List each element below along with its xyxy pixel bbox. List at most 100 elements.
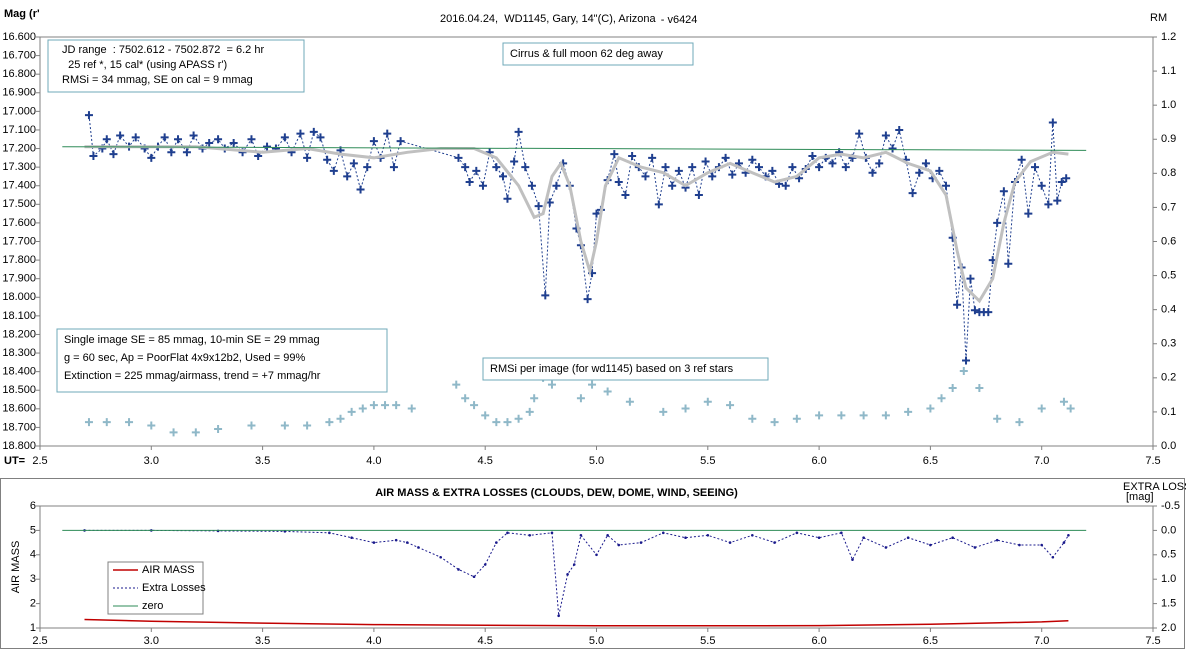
data-point xyxy=(405,541,409,544)
data-point xyxy=(214,424,223,433)
data-point xyxy=(439,555,442,559)
y-tick-label: 16.700 xyxy=(2,49,36,61)
x-tick-label: 7.0 xyxy=(1034,635,1049,647)
annotation: JD range : 7502.612 - 7502.872 = 6.2 hr xyxy=(62,44,264,56)
data-point xyxy=(247,421,256,430)
data-point xyxy=(1031,163,1040,172)
data-point xyxy=(514,127,523,136)
y2-tick-label: 0.3 xyxy=(1161,338,1176,350)
data-point xyxy=(962,356,971,365)
data-point xyxy=(336,414,345,423)
data-point xyxy=(621,191,630,200)
y2-tick-label: 0.5 xyxy=(1161,549,1176,561)
data-point xyxy=(102,135,111,144)
data-point xyxy=(688,163,697,172)
data-point xyxy=(701,157,710,166)
data-point xyxy=(768,166,777,175)
data-point xyxy=(280,133,289,142)
data-point xyxy=(881,131,890,140)
data-point xyxy=(966,274,975,283)
data-point xyxy=(358,404,367,413)
data-point xyxy=(328,531,331,535)
data-point xyxy=(603,387,612,396)
x-tick-label: 3.5 xyxy=(255,635,270,647)
y-axis-label: AIR MASS xyxy=(10,541,22,594)
data-point xyxy=(721,153,730,162)
annotation-box xyxy=(482,357,769,381)
data-point xyxy=(417,546,420,549)
y-tick-label: 3 xyxy=(30,573,36,585)
x-tick-label: 4.0 xyxy=(366,455,381,467)
x-tick-label: 6.0 xyxy=(811,635,826,647)
y2-axis-label: EXTRA LOSSES xyxy=(1123,481,1186,493)
y2-tick-label: 0.7 xyxy=(1161,201,1176,213)
data-point xyxy=(828,159,837,168)
data-point xyxy=(659,407,668,416)
y-tick-label: 18.200 xyxy=(2,328,36,340)
y2-tick-label: 1.1 xyxy=(1161,65,1176,77)
data-point xyxy=(862,536,865,540)
annotation: Cirrus & full moon 62 deg away xyxy=(510,48,663,60)
y-tick-label: 4 xyxy=(30,549,36,561)
data-point xyxy=(506,531,509,535)
data-point xyxy=(884,546,888,549)
data-point xyxy=(492,418,501,427)
data-point xyxy=(606,533,609,537)
data-point xyxy=(579,533,583,537)
data-point xyxy=(381,401,390,410)
x-tick-label: 7.5 xyxy=(1145,635,1160,647)
data-point xyxy=(323,155,332,164)
y-tick-label: 18.500 xyxy=(2,384,36,396)
data-point xyxy=(167,148,176,157)
data-point xyxy=(1044,200,1053,209)
data-point xyxy=(102,418,111,427)
annotation: Single image SE = 85 mmag, 10-min SE = 2… xyxy=(64,334,320,346)
data-point xyxy=(929,543,932,547)
y2-tick-label: 0.1 xyxy=(1161,406,1176,418)
data-point xyxy=(452,380,461,389)
data-point xyxy=(369,137,378,146)
y-tick-label: 17.100 xyxy=(2,124,36,136)
y-tick-label: 5 xyxy=(30,524,36,536)
data-point xyxy=(527,181,536,190)
data-point xyxy=(614,178,623,187)
data-point xyxy=(525,407,534,416)
annotation: RMSi per image (for wd1145) based on 3 r… xyxy=(490,363,734,375)
data-point xyxy=(1066,404,1075,413)
x-tick-label: 2.5 xyxy=(32,455,47,467)
data-point xyxy=(970,306,979,315)
annotation: Extinction = 225 mmag/airmass, trend = +… xyxy=(64,370,321,382)
y-tick-label: 6 xyxy=(30,500,36,512)
data-point xyxy=(661,163,670,172)
x-tick-label: 4.5 xyxy=(478,455,493,467)
data-point xyxy=(868,168,877,177)
annotation: g = 60 sec, Ap = PoorFlat 4x9x12b2, Used… xyxy=(64,352,305,364)
chart-title: AIR MASS & EXTRA LOSSES (CLOUDS, DEW, DO… xyxy=(375,487,738,499)
data-point xyxy=(116,131,125,140)
data-point xyxy=(588,380,597,389)
data-point xyxy=(668,181,677,190)
data-point xyxy=(514,414,523,423)
data-point xyxy=(350,536,353,540)
data-point xyxy=(1048,118,1057,127)
series-line xyxy=(84,618,1069,627)
data-point xyxy=(280,421,289,430)
data-point xyxy=(881,411,890,420)
data-point xyxy=(470,401,479,410)
y-tick-label: 18.600 xyxy=(2,403,36,415)
data-point xyxy=(751,533,754,537)
y2-axis-label: RM xyxy=(1150,12,1167,24)
data-point xyxy=(583,295,592,304)
data-point xyxy=(503,194,512,203)
data-point xyxy=(109,150,118,159)
y2-tick-label: 1.0 xyxy=(1161,573,1176,585)
data-point xyxy=(815,411,824,420)
data-point xyxy=(495,541,498,544)
y2-tick-label: 1.2 xyxy=(1161,31,1176,43)
data-point xyxy=(552,181,561,190)
data-point xyxy=(343,172,352,181)
data-point xyxy=(906,536,910,540)
data-point xyxy=(189,131,198,140)
data-point xyxy=(329,166,338,175)
data-point xyxy=(926,404,935,413)
